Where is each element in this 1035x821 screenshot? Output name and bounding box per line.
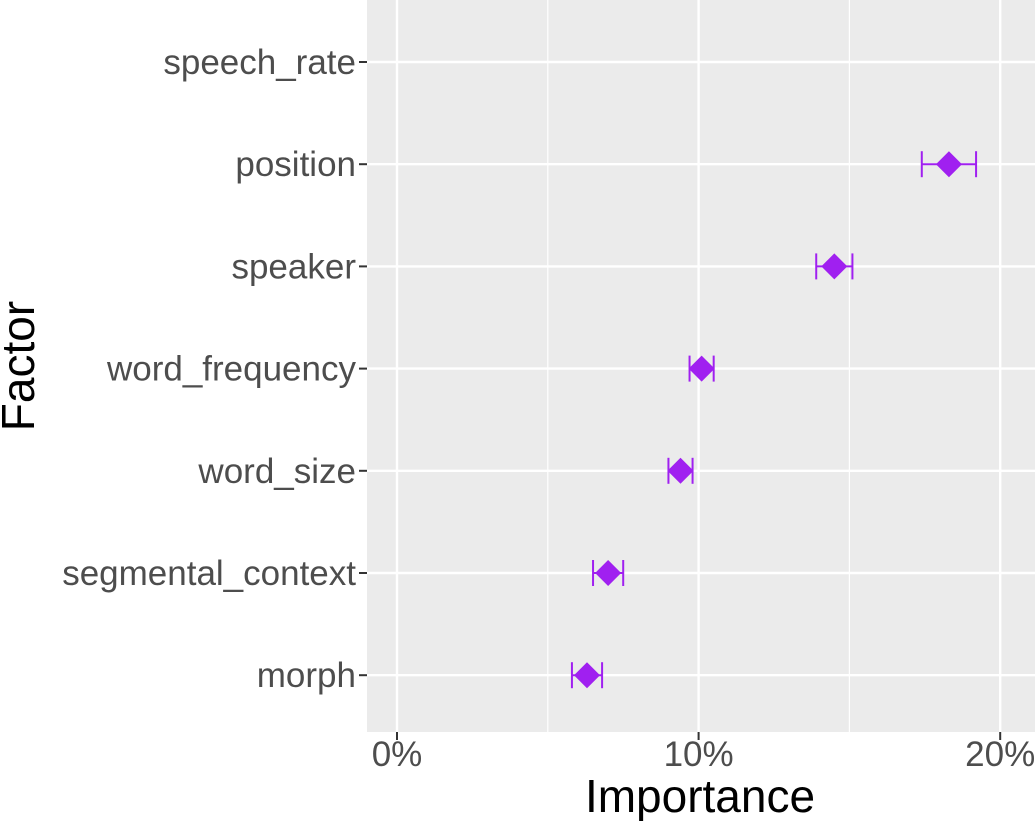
data-point-speaker (821, 253, 848, 280)
minor-gridlines (547, 0, 851, 732)
x-axis: 0%10%20%30%40% (372, 732, 1035, 774)
data-points (574, 151, 962, 689)
y-axis-title: Factor (0, 301, 44, 431)
y-tick-label-segmental_context: segmental_context (62, 554, 356, 593)
y-axis: speech_rate position speaker word_frequency… (62, 43, 367, 695)
y-tick-label-position: position (235, 145, 356, 184)
x-tick-label: 20% (965, 735, 1035, 774)
y-tick-label-speech_rate: speech_rate (163, 43, 356, 82)
data-point-segmental_context (595, 560, 622, 586)
data-point-word_frequency (688, 355, 715, 382)
x-axis-title: Importance (585, 770, 815, 821)
x-tick-label: 0% (372, 735, 423, 774)
x-tick-label: 10% (664, 735, 734, 774)
y-tick-label-speaker: speaker (231, 247, 356, 286)
y-tick-label-morph: morph (257, 656, 356, 695)
y-tick-label-word_frequency: word_frequency (106, 350, 357, 389)
data-point-morph (574, 662, 601, 689)
y-tick-label-word_size: word_size (197, 452, 356, 491)
data-point-position (935, 151, 962, 178)
data-point-word_size (667, 457, 694, 484)
